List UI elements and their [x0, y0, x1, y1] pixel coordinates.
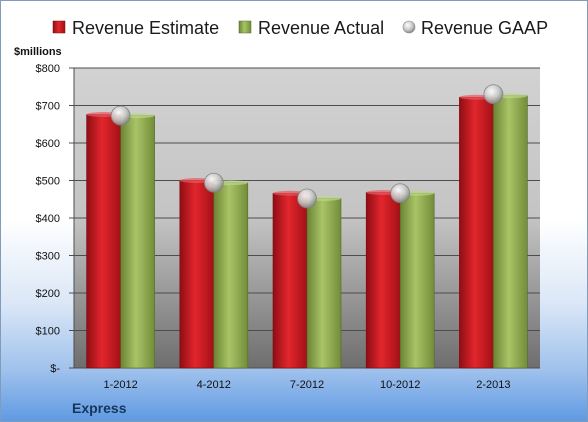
bar-revenue-estimate [179, 180, 215, 369]
bar-revenue-actual [306, 198, 342, 369]
legend-swatch-revenue-actual [238, 20, 252, 34]
x-tick-label: 2-2013 [476, 379, 510, 391]
y-tick-label: $- [50, 363, 60, 375]
y-tick-label: $400 [36, 213, 60, 225]
legend: Revenue Estimate Revenue Actual Revenue … [52, 18, 548, 38]
marker-revenue-gaap [390, 183, 411, 204]
legend-label-revenue-gaap: Revenue GAAP [421, 18, 548, 38]
legend-swatch-revenue-estimate [52, 20, 66, 34]
bar-revenue-actual [493, 95, 528, 369]
bar-revenue-estimate [459, 96, 494, 369]
company-label: Express [72, 400, 127, 416]
y-unit-label: $millions [14, 46, 62, 58]
bar-revenue-estimate [272, 192, 308, 369]
bar-revenue-actual [120, 115, 155, 369]
y-tick-label: $500 [36, 176, 60, 188]
marker-revenue-gaap [297, 188, 317, 209]
y-tick-label: $300 [36, 251, 60, 263]
y-tick-label: $700 [36, 101, 60, 113]
x-tick-label: 10-2012 [380, 379, 420, 391]
y-tick-label: $800 [36, 63, 60, 75]
bar-revenue-estimate [365, 192, 401, 369]
y-tick-label: $100 [36, 326, 60, 338]
legend-label-revenue-actual: Revenue Actual [258, 18, 384, 38]
bar-revenue-actual [399, 192, 435, 369]
bar-revenue-estimate [86, 114, 121, 369]
bar-revenue-actual [213, 182, 249, 369]
legend-swatch-revenue-gaap [402, 20, 416, 34]
x-tick-label: 4-2012 [197, 379, 231, 391]
marker-revenue-gaap [203, 172, 224, 193]
x-tick-label: 7-2012 [290, 379, 324, 391]
marker-revenue-gaap [110, 105, 131, 126]
marker-revenue-gaap [483, 84, 504, 105]
y-tick-label: $600 [36, 138, 60, 150]
legend-label-revenue-estimate: Revenue Estimate [72, 18, 219, 38]
y-tick-label: $200 [36, 288, 60, 300]
x-tick-label: 1-2012 [103, 379, 137, 391]
